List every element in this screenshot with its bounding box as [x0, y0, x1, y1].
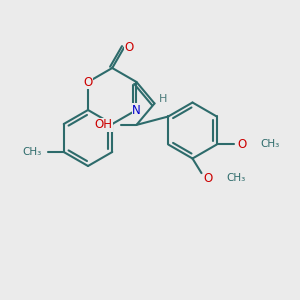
Text: CH₃: CH₃: [226, 173, 246, 183]
Text: O: O: [124, 41, 134, 54]
Text: O: O: [237, 138, 247, 151]
Text: H: H: [159, 94, 168, 104]
Text: N: N: [132, 103, 141, 116]
Text: O: O: [83, 76, 93, 88]
Text: CH₃: CH₃: [260, 140, 279, 149]
Text: OH: OH: [95, 118, 113, 131]
Text: CH₃: CH₃: [22, 147, 42, 157]
Text: O: O: [204, 172, 213, 184]
